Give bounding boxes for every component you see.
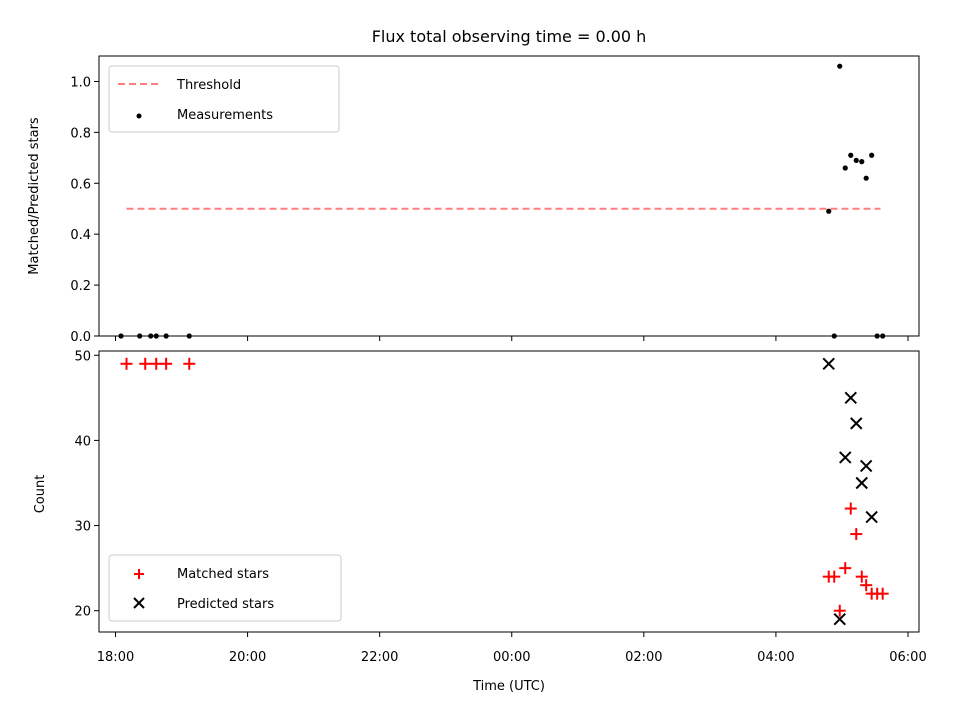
measurement-point — [118, 333, 124, 339]
predicted-star-point — [855, 476, 868, 490]
threshold-legend-label: Threshold — [176, 78, 241, 93]
top-legend: Threshold Measurements — [108, 65, 340, 133]
predicted-legend-label: Predicted stars — [177, 597, 274, 612]
matched-legend-label: Matched stars — [177, 567, 269, 582]
matched-star-point — [860, 579, 873, 592]
measurement-point — [148, 333, 154, 339]
measurement-point — [137, 333, 143, 339]
bottom-plot-area: 20 30 40 50 18:00 20:00 22:00 00:00 02:00 04:00 0… — [33, 349, 927, 694]
bottom-series — [120, 357, 889, 626]
measurement-point — [153, 333, 159, 339]
predicted-star-point — [839, 451, 852, 464]
bottom-y-ticks: 20 30 40 50 — [74, 349, 99, 620]
x-tick-label: 18:00 — [97, 650, 134, 665]
x-axis-label: Time (UTC) — [472, 679, 545, 694]
matched-star-point — [876, 587, 889, 600]
bottom-y-axis-label: Count — [33, 475, 48, 514]
measurement-point — [837, 63, 843, 69]
bottom-y-tick-label: 30 — [74, 520, 91, 535]
measurement-point — [831, 333, 837, 339]
matched-star-point — [850, 528, 863, 541]
bottom-y-tick-label: 20 — [74, 605, 91, 620]
matched-star-point — [828, 570, 841, 583]
predicted-star-point — [859, 459, 873, 473]
top-y-tick-label: 0.4 — [70, 228, 91, 243]
measurement-point — [874, 333, 880, 339]
matched-star-point — [844, 502, 857, 515]
matched-star-point — [120, 357, 133, 370]
measurement-point — [859, 159, 865, 165]
bottom-x-ticks: 18:00 20:00 22:00 00:00 02:00 04:00 06:00 — [97, 632, 927, 665]
bottom-axes-frame — [98, 350, 920, 633]
top-y-tick-label: 0.6 — [70, 177, 91, 192]
x-tick-label: 06:00 — [889, 650, 926, 665]
measurement-point — [826, 208, 832, 214]
top-y-tick-label: 0.8 — [70, 126, 91, 141]
measurement-point — [869, 152, 875, 158]
top-plot-area: 0.0 0.2 0.4 0.6 0.8 1.0 Matched/Predicted sta… — [27, 55, 920, 345]
predicted-star-point — [822, 357, 835, 370]
x-tick-label: 04:00 — [757, 650, 794, 665]
top-y-tick-label: 0.0 — [70, 330, 91, 345]
top-x-ticks — [115, 336, 909, 341]
x-tick-label: 02:00 — [625, 650, 662, 665]
matched-star-point — [139, 357, 152, 370]
chart-title: Flux total observing time = 0.00 h — [372, 27, 647, 46]
x-tick-label: 20:00 — [229, 650, 266, 665]
top-y-tick-label: 1.0 — [70, 75, 91, 90]
predicted-legend-marker — [133, 597, 145, 609]
top-y-axis-label: Matched/Predicted stars — [27, 117, 42, 275]
top-series — [118, 63, 886, 339]
predicted-star-point — [850, 417, 863, 430]
bottom-legend-box — [108, 554, 342, 622]
matched-legend-marker — [134, 569, 144, 579]
top-y-ticks: 0.0 0.2 0.4 0.6 0.8 1.0 — [70, 75, 99, 345]
predicted-star-point — [844, 391, 857, 405]
x-tick-label: 00:00 — [493, 650, 530, 665]
matched-star-point — [160, 357, 173, 370]
bottom-y-tick-label: 50 — [74, 349, 91, 364]
matched-star-point — [183, 357, 196, 370]
x-tick-label: 22:00 — [361, 650, 398, 665]
measurement-point — [848, 152, 854, 158]
top-y-tick-label: 0.2 — [70, 279, 91, 294]
matched-star-point — [833, 604, 846, 617]
measurement-point — [163, 333, 169, 339]
matched-star-point — [839, 562, 852, 575]
predicted-star-point — [865, 510, 878, 524]
matched-star-point — [855, 570, 868, 583]
top-axes-frame — [98, 55, 920, 337]
measurement-point — [842, 165, 848, 171]
bottom-y-tick-label: 40 — [74, 434, 91, 449]
measurement-point — [880, 333, 886, 339]
measurements-legend-marker — [136, 113, 142, 119]
measurement-point — [186, 333, 192, 339]
measurement-point — [863, 175, 869, 181]
bottom-legend: Matched stars Predicted stars — [108, 554, 342, 622]
measurement-point — [853, 157, 859, 163]
measurements-legend-label: Measurements — [177, 108, 273, 123]
predicted-star-point — [833, 613, 846, 626]
top-legend-box — [108, 65, 340, 133]
